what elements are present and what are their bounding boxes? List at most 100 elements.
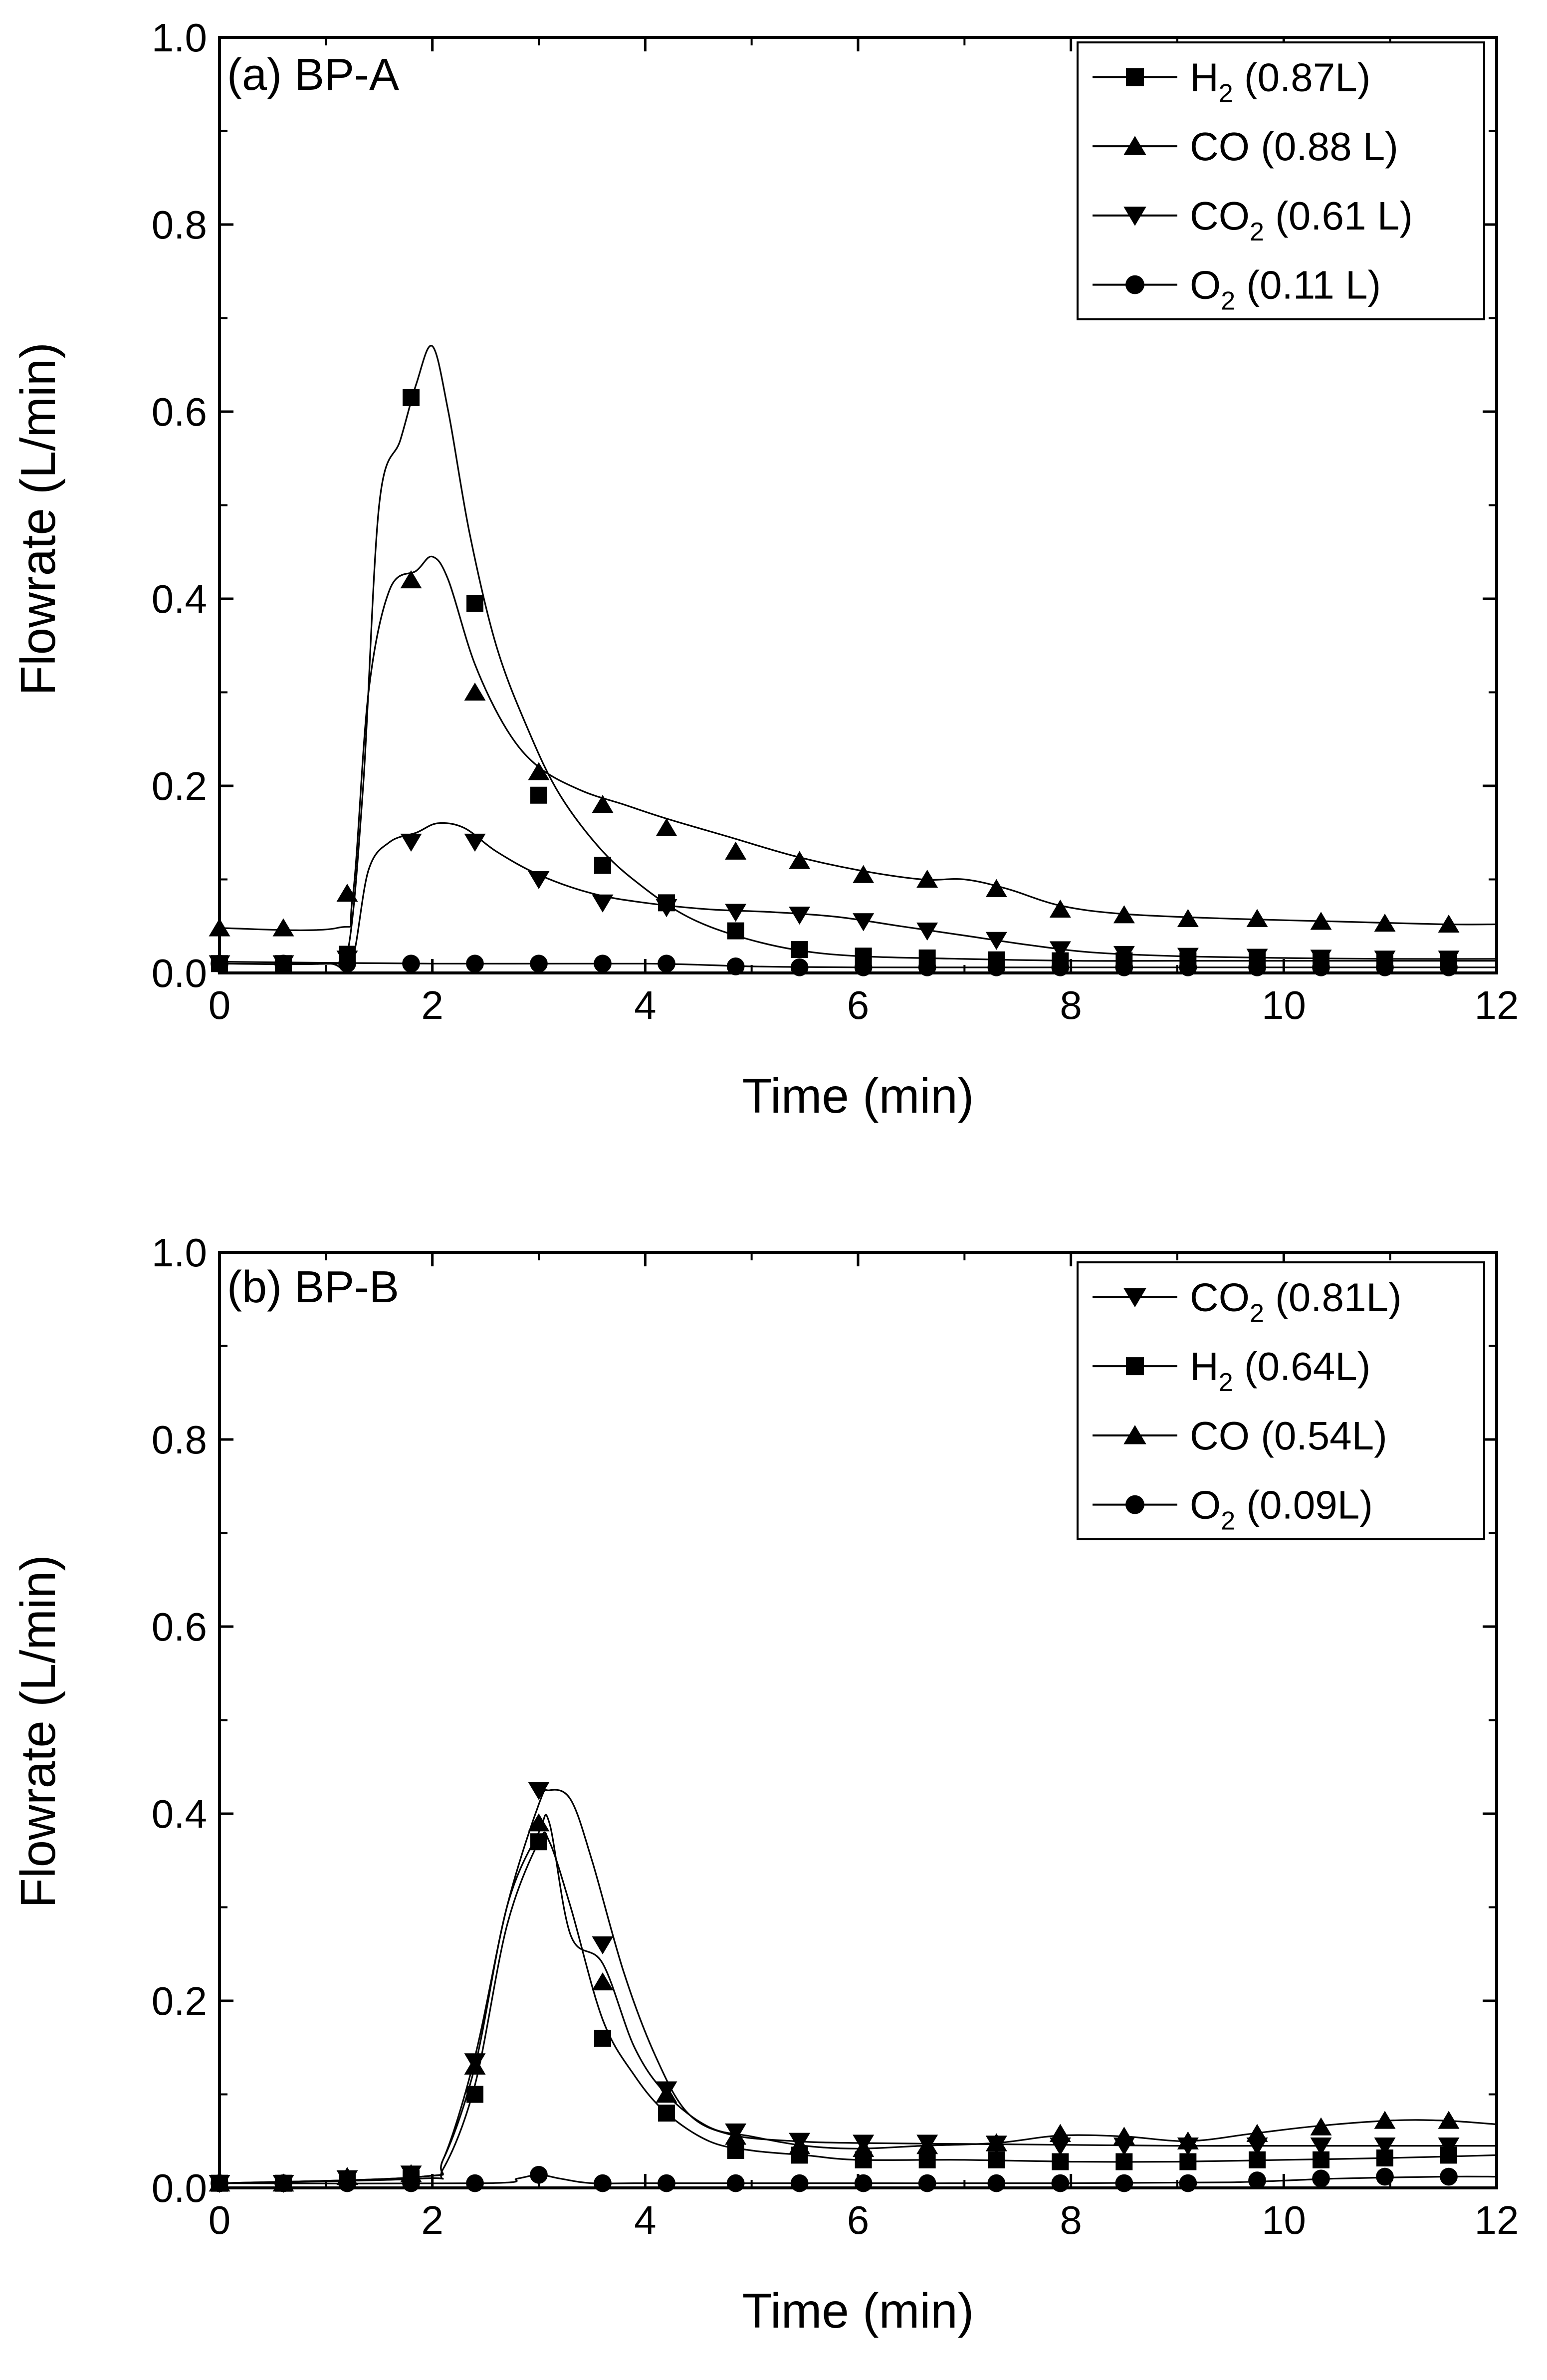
x-axis-label-b: Time (min) bbox=[742, 2283, 974, 2338]
data-point-square bbox=[727, 922, 744, 940]
data-point-circle bbox=[854, 2174, 873, 2192]
data-point-triangle-up bbox=[789, 2136, 811, 2154]
x-tick-label: 4 bbox=[634, 2198, 657, 2242]
y-tick-label: 1.0 bbox=[152, 15, 207, 60]
data-point-triangle-down bbox=[1246, 949, 1268, 967]
legend-box bbox=[1077, 1261, 1485, 1540]
y-axis-label-b: Flowrate (L/min) bbox=[10, 1555, 65, 1908]
data-point-circle bbox=[1115, 2174, 1133, 2192]
data-point-circle bbox=[338, 954, 356, 973]
data-point-circle bbox=[1440, 2167, 1458, 2186]
data-point-triangle-down bbox=[528, 1782, 550, 1800]
data-point-triangle-up bbox=[853, 2139, 875, 2157]
x-tick-label: 0 bbox=[209, 2198, 231, 2242]
data-point-circle bbox=[530, 2165, 548, 2184]
data-point-square bbox=[918, 2151, 936, 2168]
data-point-triangle-down bbox=[1310, 2138, 1332, 2156]
legend-label-rest: (0.88 L) bbox=[1250, 124, 1398, 169]
data-point-triangle-up bbox=[1246, 909, 1268, 927]
data-point-triangle-down bbox=[789, 907, 811, 925]
data-point-triangle-down bbox=[592, 1936, 614, 1955]
x-tick-label: 4 bbox=[634, 983, 657, 1027]
y-tick-label: 0.4 bbox=[152, 1792, 207, 1836]
legend-label-subscript: 2 bbox=[1250, 218, 1264, 246]
data-point-triangle-down bbox=[916, 923, 938, 941]
legend-label-rest: (0.11 L) bbox=[1235, 263, 1381, 307]
legend-label-rest: (0.64L) bbox=[1233, 1344, 1371, 1389]
data-point-circle bbox=[918, 2174, 936, 2192]
axis-ticks-a: 0 2 4 6 8 10 12 0.0 0.2 0.4 0.6 0.8 1.0 bbox=[152, 15, 1519, 1027]
legend-label-base: O bbox=[1190, 1483, 1221, 1527]
legend-label-base: CO bbox=[1190, 1414, 1250, 1458]
data-point-triangle-up bbox=[1438, 914, 1460, 933]
x-tick-label: 12 bbox=[1475, 983, 1519, 1027]
data-point-circle bbox=[402, 2174, 420, 2192]
legend-label-subscript: 2 bbox=[1219, 1368, 1233, 1397]
series-line-circle bbox=[219, 960, 1497, 968]
legend-label-base: O bbox=[1190, 263, 1221, 307]
data-point-square bbox=[658, 2105, 675, 2122]
data-point-triangle-up bbox=[272, 918, 294, 937]
data-point-triangle-down bbox=[656, 899, 677, 918]
data-point-square bbox=[1115, 2153, 1133, 2170]
data-point-square bbox=[1179, 2153, 1197, 2170]
panel-title-a: (a) BP-A bbox=[227, 50, 399, 100]
data-point-circle bbox=[790, 2174, 809, 2192]
data-point-triangle-up bbox=[853, 865, 875, 883]
legend-marker-circle bbox=[1125, 1495, 1144, 1514]
data-point-triangle-up bbox=[985, 879, 1007, 897]
legend-marker-triangle-up bbox=[1123, 1425, 1146, 1444]
legend-marker-triangle-down bbox=[1123, 207, 1146, 226]
data-point-triangle-up bbox=[1438, 2111, 1460, 2129]
legend-label-subscript: 2 bbox=[1219, 79, 1233, 108]
data-point-triangle-up bbox=[1374, 914, 1396, 932]
data-point-triangle-down bbox=[1113, 946, 1135, 964]
y-tick-label: 0.8 bbox=[152, 203, 207, 247]
data-point-triangle-up bbox=[400, 570, 422, 589]
data-point-triangle-down bbox=[985, 932, 1007, 950]
data-point-square bbox=[594, 2030, 611, 2047]
data-point-triangle-up bbox=[336, 884, 358, 902]
x-tick-label: 10 bbox=[1262, 2198, 1306, 2242]
legend-label-rest: (0.87L) bbox=[1233, 55, 1371, 99]
y-tick-label: 0.2 bbox=[152, 764, 207, 808]
legend-label-rest: (0.54L) bbox=[1250, 1414, 1387, 1458]
x-tick-label: 6 bbox=[847, 983, 870, 1027]
data-point-circle bbox=[1312, 2169, 1330, 2188]
y-tick-label: 0.8 bbox=[152, 1418, 207, 1462]
data-point-triangle-down bbox=[1049, 2138, 1071, 2156]
legend-label: H2 (0.87L) bbox=[1190, 55, 1370, 108]
legend-marker-square bbox=[1126, 1357, 1144, 1376]
data-point-triangle-up bbox=[592, 1972, 614, 1991]
data-point-circle bbox=[594, 2174, 612, 2192]
data-point-square bbox=[594, 857, 611, 874]
legend-label-base: CO bbox=[1190, 1275, 1250, 1319]
data-point-triangle-up bbox=[656, 818, 677, 836]
data-point-square bbox=[988, 2151, 1005, 2168]
data-point-triangle-down bbox=[528, 871, 550, 890]
x-tick-label: 6 bbox=[847, 2198, 870, 2242]
legend-label-rest: (0.61 L) bbox=[1264, 194, 1413, 238]
plot-frame-b bbox=[218, 1251, 1498, 2189]
legend-label: O2 (0.09L) bbox=[1190, 1483, 1373, 1536]
data-point-circle bbox=[1376, 2167, 1394, 2186]
data-point-square bbox=[530, 786, 547, 804]
chart-panel-a: (a) BP-A Time (min) Flowrate (L/min) 0 2 4… bbox=[10, 15, 1519, 1123]
data-point-circle bbox=[338, 2174, 356, 2192]
y-tick-label: 0.0 bbox=[152, 951, 207, 995]
data-point-triangle-up bbox=[1049, 2124, 1071, 2142]
legend-label: CO (0.54L) bbox=[1190, 1414, 1387, 1458]
data-point-triangle-up bbox=[985, 2133, 1007, 2151]
data-point-square bbox=[530, 1833, 547, 1851]
data-point-circle bbox=[658, 2174, 675, 2192]
data-point-triangle-up bbox=[1310, 912, 1332, 930]
data-point-triangle-up bbox=[789, 851, 811, 869]
x-tick-label: 2 bbox=[421, 2198, 443, 2242]
data-point-triangle-up bbox=[1049, 899, 1071, 918]
data-point-square bbox=[1313, 2151, 1329, 2168]
data-point-triangle-down bbox=[592, 894, 614, 913]
data-point-circle bbox=[987, 2174, 1006, 2192]
y-axis-label-a: Flowrate (L/min) bbox=[10, 342, 65, 696]
data-point-square bbox=[403, 389, 420, 406]
